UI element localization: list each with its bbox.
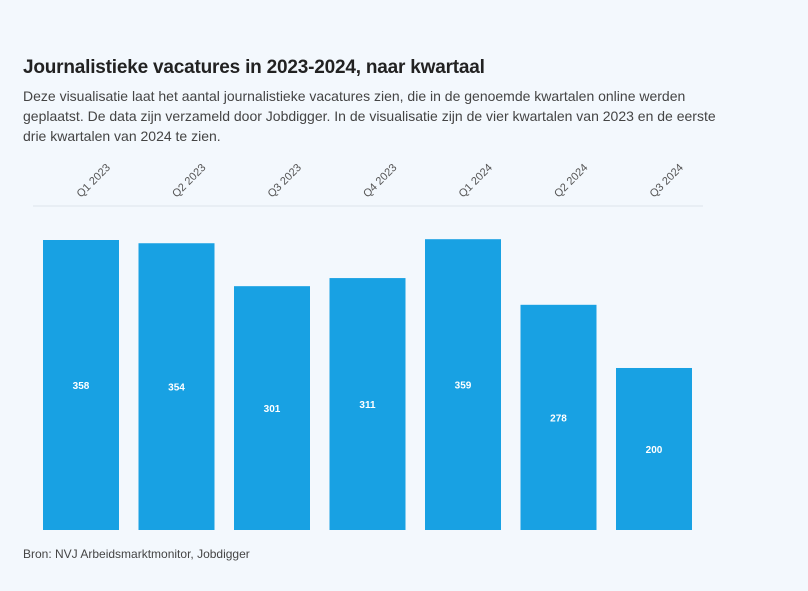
bar-value-label: 359 — [455, 381, 472, 392]
bar-q2-2023 — [138, 243, 215, 530]
x-axis-ticks: Q1 2023 Q2 2023 Q3 2023 Q4 2023 Q1 2024 Q2 20… — [75, 162, 686, 200]
x-tick-label: Q2 2023 — [170, 162, 208, 200]
x-tick-label: Q3 2023 — [266, 162, 304, 200]
chart-title: Journalistieke vacatures in 2023-2024, n… — [23, 57, 485, 78]
bars-group — [43, 239, 692, 530]
x-tick-label: Q1 2023 — [75, 162, 113, 200]
bar-labels-group: 358 354 301 311 359 278 200 — [73, 381, 663, 456]
bar-value-label: 358 — [73, 381, 90, 392]
bar-value-label: 301 — [264, 404, 281, 415]
chart-subtitle: Deze visualisatie laat het aantal journa… — [23, 88, 716, 144]
x-tick-label: Q1 2024 — [457, 162, 495, 200]
bar-q3-2023 — [234, 286, 310, 530]
source-note: Bron: NVJ Arbeidsmarktmonitor, Jobdigger — [23, 547, 250, 561]
bar-value-label: 311 — [359, 400, 376, 411]
bar-q2-2024 — [520, 304, 597, 530]
x-tick-label: Q4 2023 — [361, 162, 399, 200]
bar-q1-2023 — [43, 240, 119, 530]
x-tick-label: Q3 2024 — [648, 162, 686, 200]
bar-value-label: 200 — [646, 445, 663, 456]
bar-q4-2023 — [329, 278, 406, 530]
bar-q1-2024 — [425, 239, 501, 530]
bar-q3-2024 — [616, 367, 692, 530]
bar-value-label: 354 — [168, 383, 185, 394]
x-tick-label: Q2 2024 — [552, 162, 590, 200]
bar-value-label: 278 — [550, 413, 567, 424]
